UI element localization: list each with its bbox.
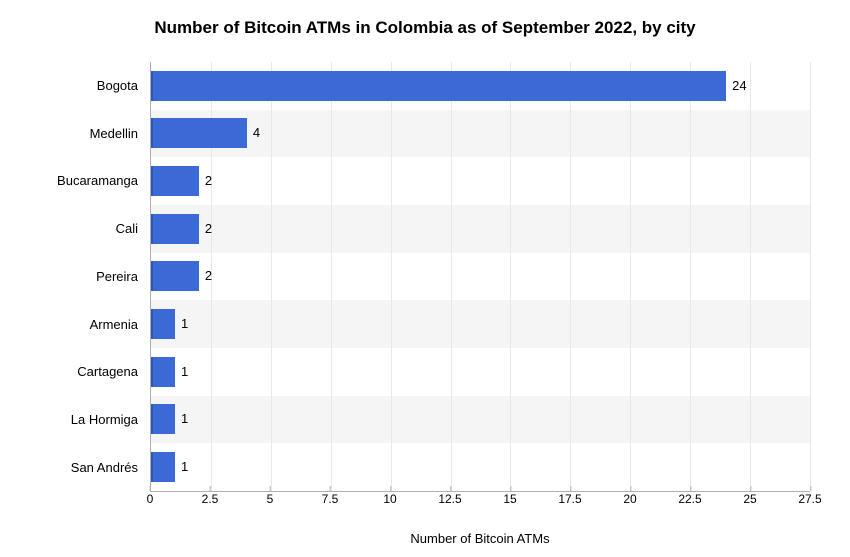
bar: 2 — [151, 166, 199, 196]
bar: 24 — [151, 71, 726, 101]
bars-region: 2442221111 — [150, 62, 810, 492]
bar-value-label: 2 — [205, 166, 212, 196]
bar-row: 24 — [151, 64, 810, 108]
bar-value-label: 2 — [205, 261, 212, 291]
y-label: La Hormiga — [40, 398, 138, 442]
bar: 1 — [151, 452, 175, 482]
chart-title: Number of Bitcoin ATMs in Colombia as of… — [40, 18, 810, 38]
bar-row: 2 — [151, 254, 810, 298]
x-tick: 22.5 — [678, 492, 701, 506]
y-label: Bucaramanga — [40, 159, 138, 203]
x-tick: 2.5 — [202, 492, 219, 506]
grid-line — [810, 62, 811, 491]
y-label: Medellin — [40, 112, 138, 156]
x-tick: 25 — [743, 492, 756, 506]
bar-value-label: 1 — [181, 357, 188, 387]
x-tick: 10 — [383, 492, 396, 506]
y-label: Pereira — [40, 255, 138, 299]
y-label: Armenia — [40, 303, 138, 347]
x-ticks: 02.557.51012.51517.52022.52527.5 — [150, 492, 810, 512]
bar: 1 — [151, 309, 175, 339]
x-tick: 27.5 — [798, 492, 821, 506]
bar: 1 — [151, 404, 175, 434]
x-tick: 5 — [267, 492, 274, 506]
y-label: Cartagena — [40, 350, 138, 394]
x-axis-title: Number of Bitcoin ATMs — [150, 531, 810, 546]
bar-value-label: 1 — [181, 404, 188, 434]
bar-row: 1 — [151, 445, 810, 489]
bar-row: 2 — [151, 207, 810, 251]
bar-value-label: 4 — [253, 118, 260, 148]
bar-value-label: 1 — [181, 309, 188, 339]
x-tick: 7.5 — [322, 492, 339, 506]
bars-stack: 2442221111 — [151, 62, 810, 491]
bar-value-label: 2 — [205, 214, 212, 244]
y-label: Bogota — [40, 64, 138, 108]
chart-container: Number of Bitcoin ATMs in Colombia as of… — [0, 0, 850, 557]
plot-area: Bogota Medellin Bucaramanga Cali Pereira… — [40, 62, 810, 492]
bar: 2 — [151, 214, 199, 244]
x-tick: 12.5 — [438, 492, 461, 506]
y-axis-labels: Bogota Medellin Bucaramanga Cali Pereira… — [40, 62, 150, 492]
x-tick: 0 — [147, 492, 154, 506]
bar-row: 2 — [151, 159, 810, 203]
bar-value-label: 1 — [181, 452, 188, 482]
x-axis: 02.557.51012.51517.52022.52527.5 Number … — [150, 492, 810, 540]
x-tick: 20 — [623, 492, 636, 506]
bar-row: 1 — [151, 302, 810, 346]
bar-row: 1 — [151, 397, 810, 441]
bar: 2 — [151, 261, 199, 291]
bar-row: 4 — [151, 111, 810, 155]
y-label: Cali — [40, 207, 138, 251]
bar: 1 — [151, 357, 175, 387]
bar-value-label: 24 — [732, 71, 746, 101]
y-label: San Andrés — [40, 446, 138, 490]
x-tick: 15 — [503, 492, 516, 506]
bar: 4 — [151, 118, 247, 148]
x-tick: 17.5 — [558, 492, 581, 506]
bar-row: 1 — [151, 350, 810, 394]
